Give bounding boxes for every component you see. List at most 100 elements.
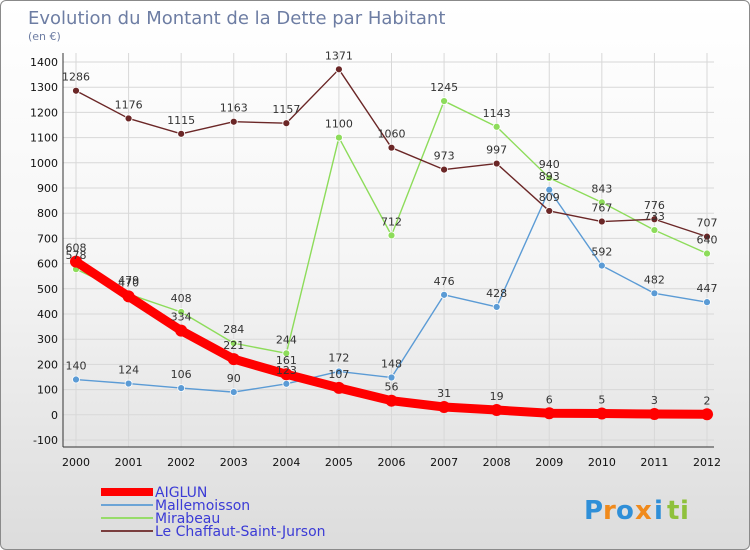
data-point: [703, 232, 711, 241]
data-point: [332, 381, 345, 394]
data-label: 140: [66, 360, 87, 373]
x-tick-label: 2011: [640, 456, 668, 469]
chart-subtitle: (en €): [28, 30, 61, 43]
data-label: 244: [276, 333, 297, 346]
x-tick-label: 2010: [588, 456, 616, 469]
data-label: 997: [486, 144, 507, 157]
data-label: 2: [704, 394, 711, 407]
x-tick-label: 2003: [220, 456, 248, 469]
data-label: 56: [385, 381, 399, 394]
data-label: 608: [66, 242, 87, 255]
data-point: [387, 373, 396, 382]
legend-label: AIGLUN: [155, 485, 207, 501]
data-label: 221: [223, 339, 244, 352]
data-point: [648, 408, 661, 421]
x-tick-label: 2006: [378, 456, 406, 469]
data-point: [335, 133, 343, 142]
data-label: 1245: [430, 81, 458, 94]
data-point: [701, 408, 713, 421]
data-label: 1060: [378, 128, 406, 141]
data-point: [122, 290, 135, 303]
data-label: 809: [539, 191, 560, 204]
data-label: 123: [276, 364, 297, 377]
data-label: 161: [276, 354, 297, 367]
legend-label: Mallemoisson: [155, 498, 250, 514]
data-label: 893: [539, 170, 560, 183]
data-point: [280, 368, 293, 381]
data-point: [227, 353, 240, 366]
data-label: 1286: [62, 71, 90, 84]
data-point: [545, 174, 554, 182]
data-label: 107: [328, 368, 349, 381]
data-label: 1115: [167, 114, 195, 127]
data-label: 843: [591, 182, 612, 195]
y-tick-label: 1300: [30, 81, 58, 94]
data-point: [177, 129, 186, 138]
data-point: [72, 375, 80, 384]
data-point: [387, 231, 396, 240]
data-label: 90: [227, 372, 241, 385]
data-label: 578: [66, 249, 87, 262]
x-tick-label: 2008: [483, 456, 511, 469]
y-tick-label: 0: [51, 409, 58, 422]
data-label: 19: [490, 390, 504, 403]
data-label: 408: [171, 292, 192, 305]
data-label: 6: [546, 393, 553, 406]
data-point: [543, 407, 556, 420]
data-label: 973: [434, 150, 455, 163]
data-point: [229, 117, 238, 126]
data-point: [229, 339, 238, 348]
y-tick-label: 100: [37, 384, 58, 397]
x-tick-label: 2009: [535, 456, 563, 469]
legend-label: Mirabeau: [155, 511, 220, 527]
data-label: 640: [697, 234, 718, 247]
data-label: 707: [697, 217, 718, 230]
x-tick-label: 2012: [693, 456, 721, 469]
data-label: 5: [598, 394, 605, 407]
y-tick-label: 200: [37, 358, 58, 371]
y-tick-label: 900: [37, 182, 58, 195]
y-tick-label: 300: [37, 333, 58, 346]
y-tick-label: 600: [37, 258, 58, 271]
data-label: 592: [591, 246, 612, 259]
data-point: [440, 290, 448, 299]
data-point: [175, 324, 188, 337]
data-point: [597, 217, 606, 226]
data-point: [387, 143, 396, 152]
legend-label: Le Chaffaut-Saint-Jurson: [155, 524, 326, 540]
y-tick-label: -100: [33, 434, 58, 447]
data-point: [490, 404, 503, 417]
logo-letter: i: [654, 496, 663, 526]
data-point: [650, 226, 659, 234]
logo-letter: r: [603, 496, 616, 526]
data-point: [440, 165, 448, 174]
y-tick-label: 1400: [30, 56, 58, 69]
logo-letter: P: [584, 496, 603, 526]
logo-letter: x: [635, 496, 652, 526]
data-point: [438, 400, 451, 413]
data-point: [70, 255, 82, 268]
data-label: 172: [328, 351, 349, 364]
data-label: 447: [697, 282, 718, 295]
data-label: 334: [171, 311, 192, 324]
data-label: 148: [381, 358, 402, 371]
data-point: [177, 308, 186, 316]
logo-letter: i: [680, 496, 689, 526]
y-tick-label: 1000: [30, 157, 58, 170]
data-point: [282, 379, 291, 388]
data-point: [282, 349, 291, 358]
data-point: [177, 384, 186, 392]
data-label: 476: [434, 275, 455, 288]
x-tick-label: 2007: [430, 456, 458, 469]
data-label: 1163: [220, 102, 248, 115]
data-label: 3: [651, 394, 658, 407]
data-label: 470: [118, 276, 139, 289]
x-tick-label: 2002: [167, 456, 195, 469]
data-label: 1371: [325, 49, 353, 62]
data-point: [492, 159, 501, 168]
data-point: [335, 65, 343, 74]
